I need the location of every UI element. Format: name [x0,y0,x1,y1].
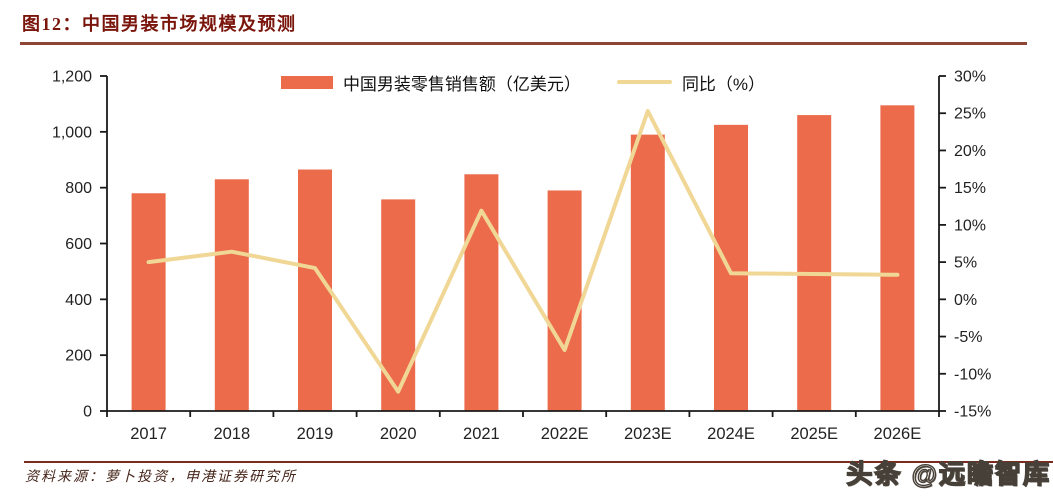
legend-item-yoy: 同比（%） [616,70,766,95]
y-right-tick-label: 15% [954,180,986,197]
bar-2017 [131,193,166,411]
legend-bar-swatch-icon [280,75,333,89]
x-tick-label-2022E: 2022E [541,425,589,443]
y-right-tick-label: 25% [954,106,986,123]
x-tick-label-2018: 2018 [213,425,250,443]
bar-2026E [880,105,915,411]
y-left-tick-label: 200 [65,348,92,365]
bar-2018 [214,179,249,411]
legend-yoy-label: 同比（%） [681,74,766,94]
bar-2024E [714,124,748,412]
y-left-tick-label: 800 [65,180,92,197]
y-left-tick-label: 1,000 [52,124,92,141]
y-left-tick-label: 400 [65,292,92,309]
page-title: 图12：中国男装市场规模及预测 [22,14,297,34]
y-right-tick-label: 0% [954,292,977,309]
legend-sales-label: 中国男装零售销售额（亿美元） [342,74,581,94]
x-tick-label-2017: 2017 [130,425,167,443]
y-right-tick-label: -10% [954,366,991,383]
y-right-tick-label: -15% [954,404,991,421]
legend-item-sales: 中国男装零售销售额（亿美元） [280,70,581,95]
title-divider [20,42,1027,45]
y-right-tick-label: 20% [954,143,986,160]
watermark: 头条 @远瞻智库 [846,458,1051,489]
source-note: 资料来源：萝卜投资，申港证券研究所 [25,470,297,485]
bar-2020 [381,199,416,411]
x-tick-label-2024E: 2024E [707,425,755,443]
bar-2022E [547,190,582,411]
bar-2025E [797,115,832,411]
footer-divider [24,461,1053,463]
y-right-tick-label: 10% [954,217,986,234]
y-left-tick-label: 1,200 [52,69,92,86]
x-tick-label-2021: 2021 [463,425,500,443]
bar-2023E [630,134,665,411]
x-tick-label-2025E: 2025E [790,425,838,443]
bar-2019 [298,169,332,411]
chart-legend: 中国男装零售销售额（亿美元） 同比（%） [107,69,939,95]
legend-line-swatch-icon [616,80,672,84]
y-right-tick-label: 30% [954,69,986,86]
x-tick-label-2023E: 2023E [624,425,672,443]
y-left-tick-label: 600 [65,236,92,253]
y-right-tick-label: -5% [954,329,982,346]
x-tick-label-2020: 2020 [380,425,417,443]
x-tick-label-2026E: 2026E [874,425,922,443]
yoy-line [146,109,900,394]
y-right-tick-label: 5% [954,255,977,272]
y-left-tick-label: 0 [83,404,92,421]
x-tick-label-2019: 2019 [297,425,334,443]
